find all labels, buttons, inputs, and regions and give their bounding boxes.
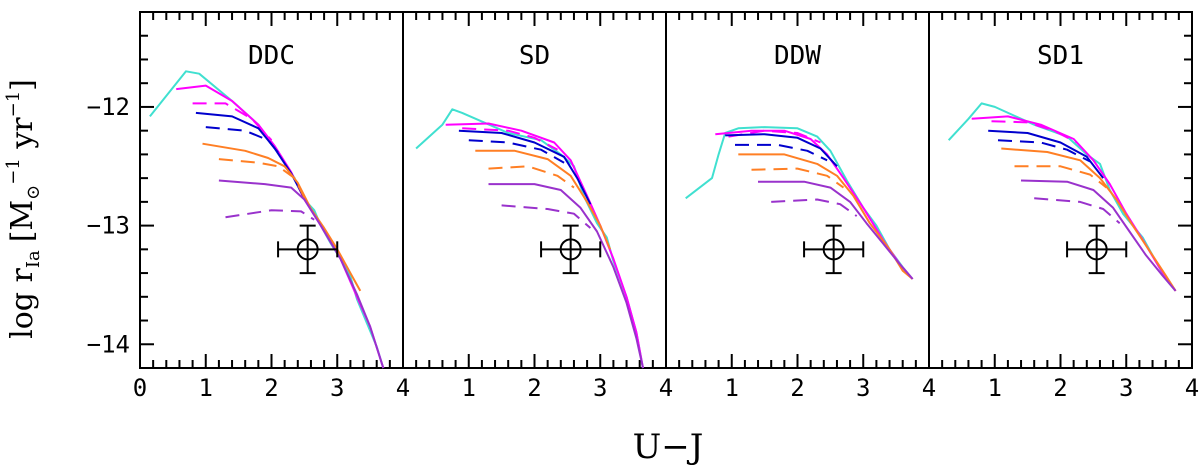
x-tick-label: 1	[988, 374, 1002, 402]
y-axis-label-unit: [M	[5, 200, 40, 242]
observation-marker	[559, 238, 582, 261]
series-line-magenta-dashed	[728, 129, 821, 144]
observation-point	[1066, 224, 1128, 275]
x-tick-label: 3	[593, 374, 607, 402]
x-tick-label: 3	[856, 374, 870, 402]
x-tick-label: 4	[922, 374, 936, 402]
series-line-cyan-solid	[947, 102, 1177, 292]
y-axis-label-exp2: −1	[3, 91, 24, 118]
y-axis-label-main: log r	[5, 267, 40, 338]
x-tick-label: 2	[1053, 374, 1067, 402]
series-line-cyan-solid	[415, 108, 644, 369]
series-line-blue-solid	[195, 111, 306, 199]
x-tick-label: 1	[725, 374, 739, 402]
series-line-orange-dashed	[218, 158, 309, 205]
panel-title: DDC	[248, 41, 295, 71]
series-line-purple-dashed	[501, 204, 592, 229]
panel-title: SD1	[1037, 41, 1084, 71]
panel-sd: 1 2 3 4 SD	[402, 11, 673, 402]
series-line-magenta-dashed	[462, 127, 558, 151]
x-tick-label: 3	[330, 374, 344, 402]
series-line-magenta-dashed	[192, 102, 273, 141]
observation-point	[277, 224, 339, 275]
series-line-purple-dashed	[1034, 197, 1121, 224]
x-tick-label: 2	[264, 374, 278, 402]
series-line-orange-dashed	[1014, 165, 1108, 189]
series-line-blue-dashed	[997, 139, 1091, 163]
panel-ddc: 0 1 2 3 4 DDC	[133, 11, 410, 402]
series-line-orange-dashed	[751, 167, 845, 189]
series-line-blue-dashed	[468, 139, 565, 164]
y-axis-label-subscript: Ia	[23, 250, 44, 268]
x-tick-label: 4	[1185, 374, 1199, 402]
series-line-blue-dashed	[735, 143, 828, 162]
series-line-purple-solid	[758, 180, 914, 280]
y-axis-label-exp1: −1	[3, 158, 24, 185]
x-tick-label: 4	[396, 374, 410, 402]
y-axis-label: log rIa[M⊙−1 yr−1]	[3, 79, 44, 339]
series-line-magenta-solid	[445, 122, 644, 369]
x-tick-label: 2	[527, 374, 541, 402]
x-tick-label: 3	[1119, 374, 1133, 402]
series-line-cyan-solid	[149, 70, 385, 369]
panel-title: SD	[519, 41, 550, 71]
observation-marker	[1085, 238, 1108, 261]
series-line-purple-solid	[488, 183, 644, 369]
series-line-cyan-solid	[685, 126, 914, 280]
series-line-magenta-dashed	[991, 120, 1078, 144]
series-line-purple-dashed	[225, 209, 315, 221]
series-line-orange-solid	[475, 149, 612, 250]
x-tick-label: 1	[462, 374, 476, 402]
series-line-blue-solid	[988, 129, 1104, 179]
series-line-purple-solid	[1020, 179, 1177, 292]
panel-sd1: 1 2 3 4 SD1	[928, 11, 1199, 402]
x-tick-label: 1	[199, 374, 213, 402]
series-line-purple-solid	[218, 179, 385, 369]
observation-marker	[296, 238, 319, 261]
observation-point	[803, 224, 865, 275]
observation-marker	[822, 238, 845, 261]
y-axis-label-close: ]	[5, 79, 40, 91]
x-tick-label: 4	[659, 374, 673, 402]
x-tick-label: 0	[133, 374, 147, 402]
y-tick-label: −13	[87, 212, 130, 240]
axis-labels: U−J log rIa[M⊙−1 yr−1]	[3, 79, 703, 467]
observation-point	[540, 224, 602, 275]
series-line-orange-solid	[738, 153, 914, 280]
series-line-blue-solid	[725, 133, 838, 167]
y-tick-labels: −12 −13 −14	[87, 93, 130, 358]
panel-title: DDW	[774, 41, 821, 71]
y-tick-label: −14	[87, 330, 130, 358]
x-tick-label: 2	[790, 374, 804, 402]
series-line-orange-solid	[1001, 147, 1177, 292]
y-axis-label-sun: ⊙	[23, 185, 44, 200]
panel-ddw: 1 2 3 4 DDW	[665, 11, 936, 402]
series-line-purple-dashed	[771, 198, 858, 217]
y-axis-label-yr: yr	[5, 117, 40, 158]
y-tick-label: −12	[87, 93, 130, 121]
series-line-blue-solid	[458, 129, 592, 205]
series-line-blue-dashed	[205, 126, 283, 158]
x-axis-label: U−J	[633, 427, 704, 467]
series-line-orange-dashed	[488, 165, 575, 189]
